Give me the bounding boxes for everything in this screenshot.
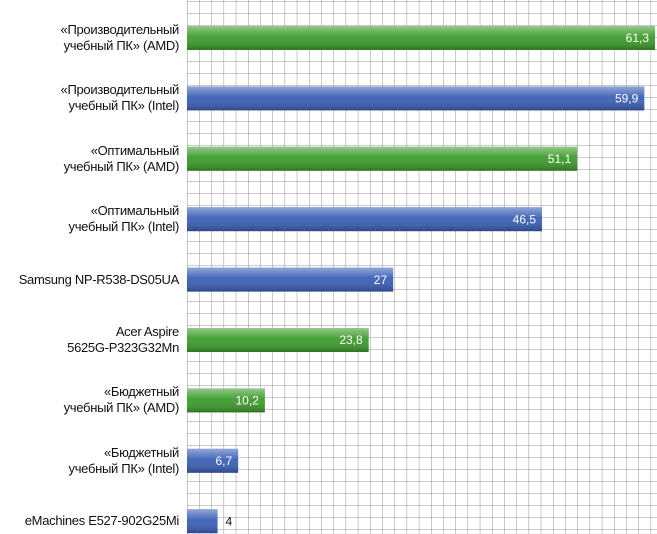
category-label: Acer Aspire 5625G-P323G32Mn <box>67 324 179 355</box>
category-label: «Бюджетный учебный ПК» (Intel) <box>68 444 180 476</box>
bar-shade <box>187 267 394 292</box>
value-label: 23,8 <box>339 333 363 347</box>
grid <box>187 0 657 534</box>
category-label: «Бюджетный учебный ПК» (AMD) <box>63 384 180 416</box>
bar-shade <box>187 26 655 50</box>
value-label: 46,5 <box>513 212 537 226</box>
category-label: «Оптимальный учебный ПК» (AMD) <box>63 142 180 174</box>
bar-shade <box>187 388 265 413</box>
value-label: 10,2 <box>236 394 260 408</box>
bar-shade <box>187 207 543 232</box>
category-label: Samsung NP-R538-DS05UA <box>18 271 180 287</box>
category-label: «Производительный учебный ПК» (AMD) <box>60 22 180 53</box>
bar-shade <box>187 86 645 111</box>
category-label: «Производительный учебный ПК» (Intel) <box>60 82 180 114</box>
bar-shade <box>187 328 369 352</box>
value-label: 4 <box>226 514 233 528</box>
bar-shade <box>187 509 218 534</box>
value-label: 51,1 <box>548 152 572 166</box>
value-label: 59,9 <box>615 92 639 106</box>
bar-shade <box>187 448 239 473</box>
value-label: 27 <box>374 273 388 287</box>
value-label: 6,7 <box>215 454 232 468</box>
bar-shade <box>187 146 578 171</box>
category-label: «Оптимальный учебный ПК» (Intel) <box>68 203 180 235</box>
category-label: eMachines E527-902G25Mi <box>24 513 180 529</box>
value-label: 61,3 <box>626 31 650 45</box>
